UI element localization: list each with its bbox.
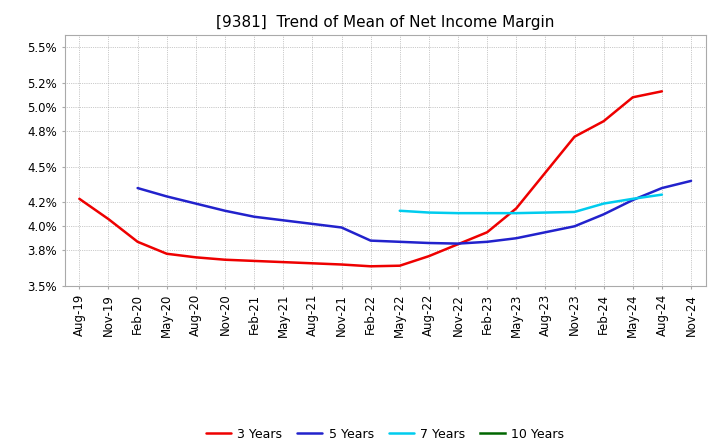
5 Years	[220, 208, 229, 213]
3 Years	[308, 260, 317, 266]
3 Years	[250, 258, 258, 264]
5 Years	[192, 201, 200, 206]
7 Years	[599, 201, 608, 206]
3 Years	[279, 260, 287, 265]
3 Years	[75, 196, 84, 202]
3 Years	[395, 263, 404, 268]
5 Years	[512, 235, 521, 241]
5 Years	[250, 214, 258, 220]
3 Years	[366, 264, 375, 269]
3 Years	[425, 253, 433, 259]
5 Years	[425, 240, 433, 246]
5 Years	[133, 185, 142, 191]
3 Years	[163, 251, 171, 257]
5 Years	[570, 224, 579, 229]
5 Years	[541, 230, 550, 235]
3 Years	[483, 230, 492, 235]
7 Years	[629, 196, 637, 202]
5 Years	[599, 212, 608, 217]
7 Years	[657, 192, 666, 197]
Legend: 3 Years, 5 Years, 7 Years, 10 Years: 3 Years, 5 Years, 7 Years, 10 Years	[201, 423, 570, 440]
3 Years	[104, 216, 113, 222]
Title: [9381]  Trend of Mean of Net Income Margin: [9381] Trend of Mean of Net Income Margi…	[216, 15, 554, 30]
3 Years	[570, 134, 579, 139]
5 Years	[366, 238, 375, 243]
3 Years	[657, 89, 666, 94]
3 Years	[337, 262, 346, 267]
7 Years	[395, 208, 404, 213]
Line: 3 Years: 3 Years	[79, 92, 662, 266]
3 Years	[599, 118, 608, 124]
5 Years	[483, 239, 492, 245]
5 Years	[687, 178, 696, 183]
5 Years	[454, 241, 462, 246]
3 Years	[454, 242, 462, 247]
5 Years	[308, 221, 317, 227]
7 Years	[454, 210, 462, 216]
5 Years	[337, 225, 346, 230]
3 Years	[541, 170, 550, 175]
7 Years	[425, 210, 433, 215]
5 Years	[629, 198, 637, 203]
7 Years	[512, 210, 521, 216]
3 Years	[629, 95, 637, 100]
5 Years	[163, 194, 171, 199]
5 Years	[279, 218, 287, 223]
5 Years	[395, 239, 404, 245]
Line: 7 Years: 7 Years	[400, 194, 662, 213]
7 Years	[483, 210, 492, 216]
Line: 5 Years: 5 Years	[138, 181, 691, 244]
3 Years	[192, 255, 200, 260]
3 Years	[133, 239, 142, 245]
5 Years	[657, 185, 666, 191]
7 Years	[541, 210, 550, 215]
3 Years	[220, 257, 229, 262]
3 Years	[512, 206, 521, 211]
7 Years	[570, 209, 579, 215]
